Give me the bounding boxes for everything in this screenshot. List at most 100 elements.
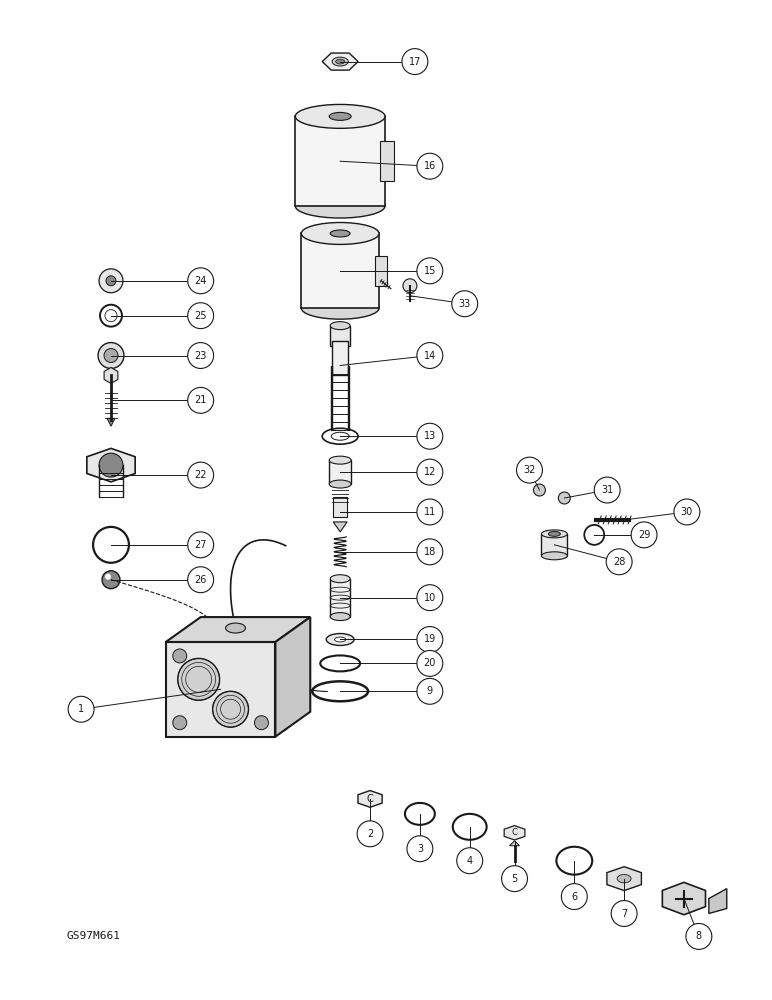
Circle shape <box>631 522 657 548</box>
Text: 14: 14 <box>424 351 436 361</box>
Bar <box>166 642 276 737</box>
Bar <box>332 341 348 375</box>
Ellipse shape <box>225 623 245 633</box>
Text: 20: 20 <box>424 658 436 668</box>
Circle shape <box>417 153 443 179</box>
Text: 30: 30 <box>681 507 693 517</box>
Text: 31: 31 <box>601 485 613 495</box>
Ellipse shape <box>301 297 379 319</box>
Circle shape <box>188 567 214 593</box>
Circle shape <box>106 276 116 286</box>
Text: 17: 17 <box>408 57 421 67</box>
Circle shape <box>558 492 571 504</box>
Circle shape <box>457 848 482 874</box>
Bar <box>331 366 332 430</box>
Text: 32: 32 <box>523 465 536 475</box>
Text: 8: 8 <box>696 931 702 941</box>
Ellipse shape <box>334 637 346 642</box>
Bar <box>301 233 379 308</box>
Polygon shape <box>104 367 118 383</box>
Text: 18: 18 <box>424 547 436 557</box>
Circle shape <box>611 901 637 926</box>
Polygon shape <box>662 882 706 915</box>
Text: 2: 2 <box>367 829 373 839</box>
Circle shape <box>99 453 123 477</box>
Polygon shape <box>607 867 642 891</box>
Circle shape <box>417 459 443 485</box>
Circle shape <box>516 457 543 483</box>
Text: 26: 26 <box>195 575 207 585</box>
Text: 19: 19 <box>424 634 436 644</box>
Circle shape <box>105 574 111 580</box>
Bar <box>380 141 394 181</box>
Ellipse shape <box>330 575 350 583</box>
Text: 21: 21 <box>195 395 207 405</box>
Text: 5: 5 <box>511 874 518 884</box>
Circle shape <box>104 349 118 362</box>
Circle shape <box>188 303 214 329</box>
Circle shape <box>402 49 428 75</box>
Circle shape <box>255 716 269 730</box>
Ellipse shape <box>541 530 567 538</box>
Text: 23: 23 <box>195 351 207 361</box>
Circle shape <box>188 462 214 488</box>
Ellipse shape <box>541 552 567 560</box>
Circle shape <box>417 650 443 676</box>
Ellipse shape <box>332 57 348 66</box>
Circle shape <box>99 269 123 293</box>
Polygon shape <box>358 791 382 807</box>
Text: 1: 1 <box>78 704 84 714</box>
Bar <box>348 366 349 430</box>
Circle shape <box>561 884 587 910</box>
Text: 9: 9 <box>427 686 433 696</box>
Text: 22: 22 <box>195 470 207 480</box>
Circle shape <box>686 923 712 949</box>
Ellipse shape <box>548 531 560 536</box>
Bar <box>375 256 387 286</box>
Ellipse shape <box>330 230 350 237</box>
Circle shape <box>417 678 443 704</box>
Polygon shape <box>504 826 525 840</box>
Text: 16: 16 <box>424 161 436 171</box>
Text: 33: 33 <box>459 299 471 309</box>
Bar <box>334 497 347 517</box>
Text: 7: 7 <box>621 909 628 919</box>
Bar <box>330 579 350 617</box>
Bar <box>329 460 351 484</box>
Polygon shape <box>86 448 135 482</box>
Circle shape <box>357 821 383 847</box>
Circle shape <box>417 539 443 565</box>
Text: 3: 3 <box>417 844 423 854</box>
Circle shape <box>417 585 443 611</box>
Text: 6: 6 <box>571 892 577 902</box>
Text: 4: 4 <box>466 856 472 866</box>
Ellipse shape <box>301 223 379 244</box>
Text: GS97M661: GS97M661 <box>66 931 120 941</box>
Polygon shape <box>322 53 358 70</box>
Ellipse shape <box>178 658 219 700</box>
Circle shape <box>98 343 124 368</box>
Ellipse shape <box>330 322 350 330</box>
Circle shape <box>417 343 443 368</box>
Polygon shape <box>334 522 347 532</box>
Ellipse shape <box>330 613 350 621</box>
Circle shape <box>417 258 443 284</box>
Text: 24: 24 <box>195 276 207 286</box>
Circle shape <box>502 866 527 892</box>
Circle shape <box>68 696 94 722</box>
Circle shape <box>533 484 546 496</box>
Circle shape <box>102 571 120 589</box>
Ellipse shape <box>329 480 351 488</box>
Circle shape <box>594 477 620 503</box>
Circle shape <box>417 423 443 449</box>
Ellipse shape <box>327 634 354 645</box>
Circle shape <box>188 343 214 368</box>
Text: 27: 27 <box>195 540 207 550</box>
Polygon shape <box>166 617 310 642</box>
Ellipse shape <box>617 874 631 883</box>
Text: 28: 28 <box>613 557 625 567</box>
Circle shape <box>173 649 187 663</box>
Circle shape <box>452 291 478 317</box>
Circle shape <box>403 279 417 293</box>
Text: C: C <box>512 828 517 837</box>
